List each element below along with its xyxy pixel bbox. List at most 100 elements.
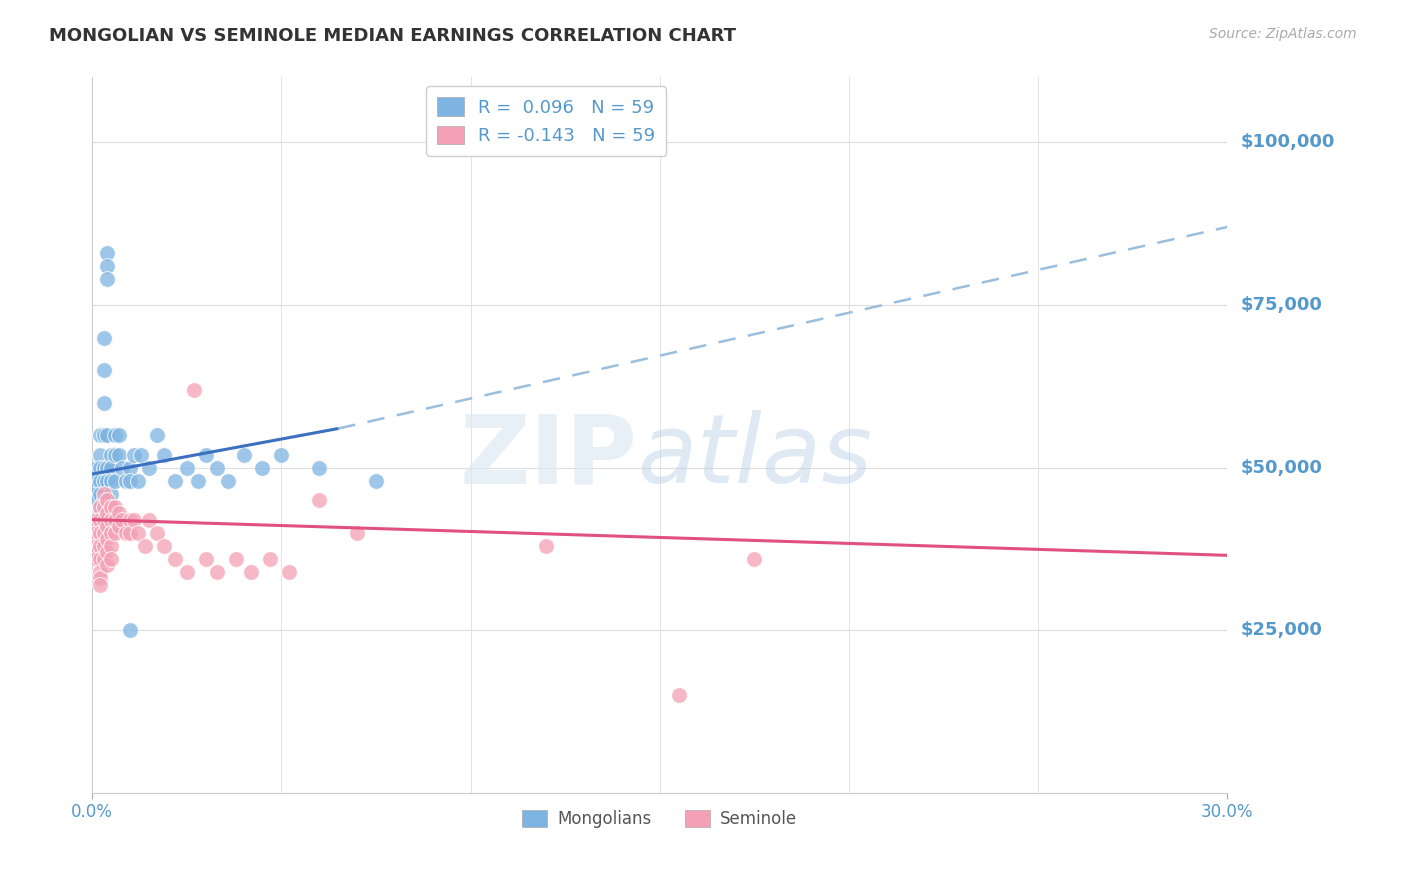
Point xyxy=(165,551,187,566)
Point xyxy=(308,493,330,508)
Point xyxy=(127,525,149,540)
Point xyxy=(96,506,118,520)
Point xyxy=(96,558,118,573)
Point xyxy=(364,474,387,488)
Point xyxy=(278,565,301,579)
Text: $25,000: $25,000 xyxy=(1241,621,1323,639)
Point xyxy=(100,500,122,514)
Point xyxy=(270,448,292,462)
Text: atlas: atlas xyxy=(637,410,872,503)
Point xyxy=(138,460,160,475)
Point xyxy=(107,519,129,533)
Point xyxy=(96,460,118,475)
Point xyxy=(93,428,115,442)
Point xyxy=(100,474,122,488)
Point xyxy=(205,460,228,475)
Point xyxy=(96,246,118,260)
Point xyxy=(217,474,239,488)
Point xyxy=(668,688,690,702)
Point xyxy=(84,486,107,500)
Point xyxy=(84,545,107,559)
Point xyxy=(104,500,127,514)
Point xyxy=(122,448,145,462)
Point xyxy=(346,525,368,540)
Point xyxy=(104,474,127,488)
Point xyxy=(252,460,274,475)
Text: Source: ZipAtlas.com: Source: ZipAtlas.com xyxy=(1209,27,1357,41)
Point xyxy=(93,330,115,344)
Point xyxy=(89,577,111,591)
Point xyxy=(84,525,107,540)
Text: MONGOLIAN VS SEMINOLE MEDIAN EARNINGS CORRELATION CHART: MONGOLIAN VS SEMINOLE MEDIAN EARNINGS CO… xyxy=(49,27,737,45)
Point xyxy=(111,460,134,475)
Point xyxy=(232,448,254,462)
Point xyxy=(111,512,134,526)
Point xyxy=(89,512,111,526)
Point xyxy=(93,395,115,409)
Point xyxy=(93,486,115,500)
Point xyxy=(145,525,167,540)
Point xyxy=(153,448,176,462)
Point xyxy=(104,525,127,540)
Point xyxy=(84,480,107,494)
Point xyxy=(89,474,111,488)
Point xyxy=(93,525,115,540)
Point xyxy=(138,512,160,526)
Point xyxy=(194,448,217,462)
Point xyxy=(225,551,247,566)
Point xyxy=(89,448,111,462)
Point xyxy=(107,448,129,462)
Point xyxy=(84,512,107,526)
Point xyxy=(100,512,122,526)
Text: $50,000: $50,000 xyxy=(1241,458,1323,476)
Point xyxy=(100,500,122,514)
Point xyxy=(104,512,127,526)
Point xyxy=(96,493,118,508)
Point xyxy=(534,539,557,553)
Text: $100,000: $100,000 xyxy=(1241,134,1336,152)
Point xyxy=(107,428,129,442)
Point xyxy=(93,551,115,566)
Point xyxy=(104,428,127,442)
Point xyxy=(89,539,111,553)
Point xyxy=(93,512,115,526)
Point xyxy=(89,460,111,475)
Point xyxy=(89,565,111,579)
Point xyxy=(100,551,122,566)
Point xyxy=(115,525,138,540)
Text: ZIP: ZIP xyxy=(460,410,637,503)
Point xyxy=(118,525,141,540)
Point xyxy=(89,500,111,514)
Point xyxy=(308,460,330,475)
Point xyxy=(89,428,111,442)
Point xyxy=(84,539,107,553)
Point xyxy=(96,428,118,442)
Legend: Mongolians, Seminole: Mongolians, Seminole xyxy=(516,803,804,834)
Point xyxy=(89,500,111,514)
Point xyxy=(145,428,167,442)
Point xyxy=(89,486,111,500)
Point xyxy=(100,448,122,462)
Point xyxy=(118,474,141,488)
Point xyxy=(93,539,115,553)
Point xyxy=(96,532,118,546)
Point xyxy=(89,551,111,566)
Point xyxy=(183,383,205,397)
Point xyxy=(118,460,141,475)
Point xyxy=(96,493,118,508)
Point xyxy=(89,571,111,585)
Point xyxy=(118,512,141,526)
Point xyxy=(96,474,118,488)
Point xyxy=(259,551,281,566)
Point xyxy=(187,474,209,488)
Text: $75,000: $75,000 xyxy=(1241,296,1323,314)
Point xyxy=(165,474,187,488)
Point xyxy=(118,623,141,637)
Point xyxy=(96,259,118,273)
Point xyxy=(100,460,122,475)
Point xyxy=(89,512,111,526)
Point xyxy=(176,565,198,579)
Point xyxy=(153,539,176,553)
Point xyxy=(122,512,145,526)
Point xyxy=(205,565,228,579)
